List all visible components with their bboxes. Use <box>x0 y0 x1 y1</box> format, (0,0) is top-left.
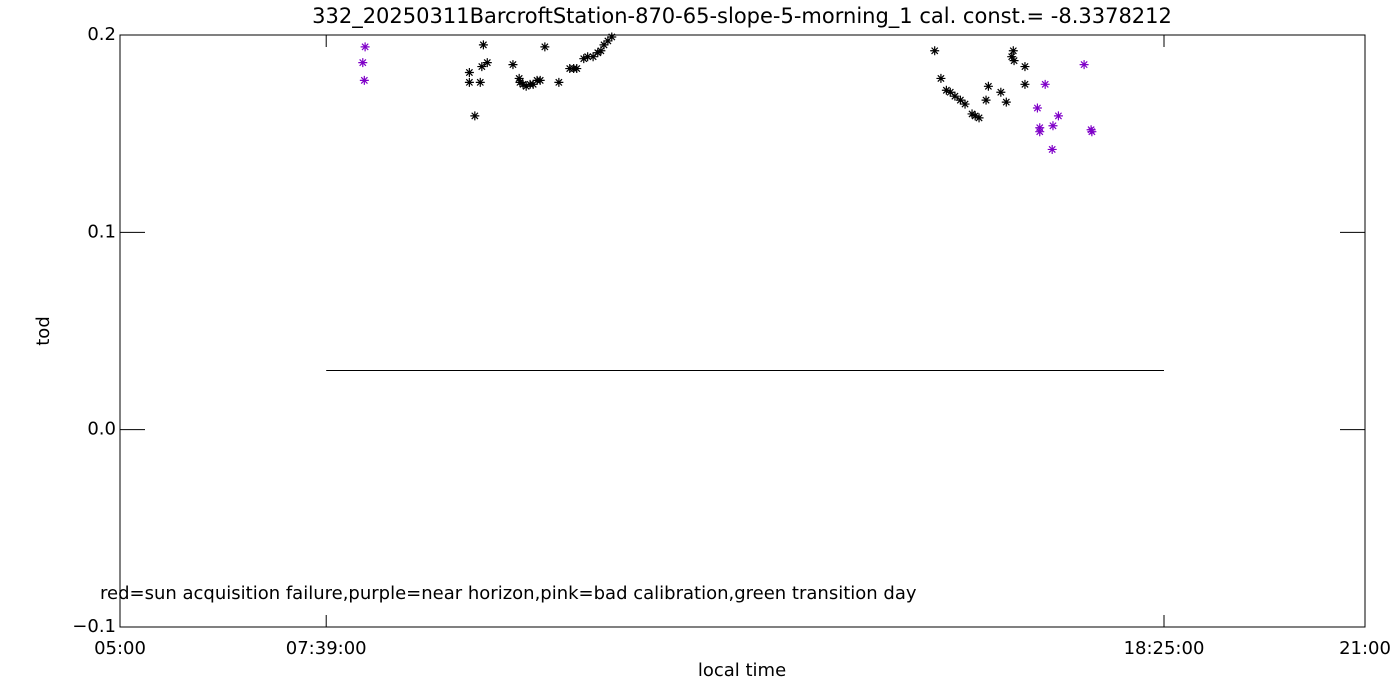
point <box>603 36 613 46</box>
point <box>470 111 480 121</box>
y-tick-label: 0.1 <box>87 221 116 242</box>
point <box>930 46 940 56</box>
annotation: red=sun acquisition failure,purple=near … <box>100 583 917 604</box>
point <box>1086 125 1096 135</box>
point <box>1020 79 1030 89</box>
point <box>1048 121 1058 131</box>
point <box>596 46 606 56</box>
point <box>477 62 487 72</box>
point <box>514 73 524 83</box>
point <box>1001 97 1011 107</box>
point <box>955 95 965 105</box>
point <box>981 95 991 105</box>
point <box>950 91 960 101</box>
point <box>572 64 582 74</box>
point <box>1047 144 1057 154</box>
point <box>1053 111 1063 121</box>
point <box>515 77 525 87</box>
point <box>464 67 474 77</box>
point <box>540 42 550 52</box>
point <box>360 42 370 52</box>
point <box>482 58 492 68</box>
point <box>554 77 564 87</box>
point <box>1007 52 1017 62</box>
point <box>535 75 545 85</box>
point <box>464 77 474 87</box>
chart-title: 332_20250311BarcroftStation-870-65-slope… <box>312 4 1172 29</box>
y-tick-label: −0.1 <box>72 616 116 637</box>
point <box>478 40 488 50</box>
point <box>508 60 518 70</box>
point <box>1009 56 1019 66</box>
point <box>960 99 970 109</box>
point <box>475 77 485 87</box>
point <box>996 87 1006 97</box>
point <box>967 109 977 119</box>
x-axis-label: local time <box>698 660 786 681</box>
y-axis-label: tod <box>33 316 54 346</box>
point <box>1079 60 1089 70</box>
point <box>521 81 531 91</box>
y-tick-label: 0.0 <box>87 419 116 440</box>
point <box>588 52 598 62</box>
y-tick-label: 0.2 <box>87 24 116 45</box>
point <box>1040 79 1050 89</box>
point <box>607 32 617 42</box>
point <box>579 54 589 64</box>
plot-frame <box>119 34 1366 628</box>
point <box>1032 103 1042 113</box>
point <box>528 79 538 89</box>
point <box>1087 127 1097 137</box>
point <box>974 113 984 123</box>
x-tick-label: 18:25:00 <box>1124 638 1205 659</box>
point <box>1020 62 1030 72</box>
point <box>941 85 951 95</box>
point <box>359 75 369 85</box>
point <box>970 111 980 121</box>
point <box>593 48 603 58</box>
point <box>983 81 993 91</box>
x-tick-label: 05:00 <box>94 638 146 659</box>
point <box>945 87 955 97</box>
point <box>583 52 593 62</box>
point <box>936 73 946 83</box>
point <box>518 79 528 89</box>
point <box>358 58 368 68</box>
x-tick-label: 07:39:00 <box>286 638 367 659</box>
x-tick-label: 21:00 <box>1339 638 1391 659</box>
point <box>1035 127 1045 137</box>
point <box>599 40 609 50</box>
point <box>1008 46 1018 56</box>
